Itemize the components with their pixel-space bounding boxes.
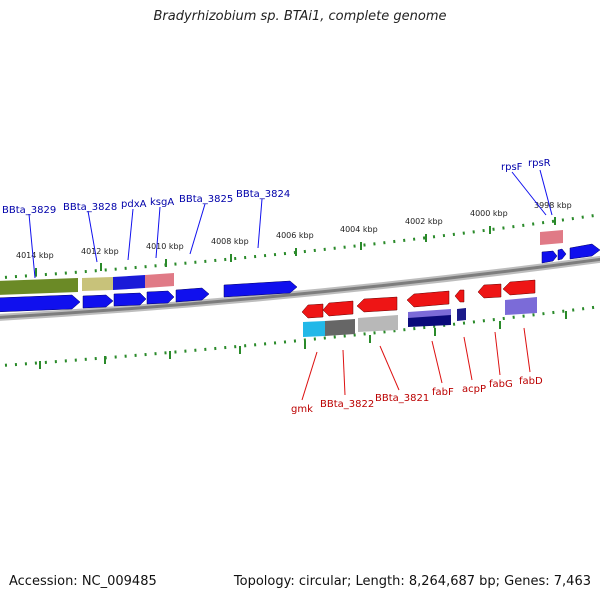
scale-label-3998: 3998 kbp xyxy=(534,201,572,210)
gene-arrow-rpsr[interactable] xyxy=(557,248,567,261)
gene-arrow-pdxa[interactable] xyxy=(113,292,147,307)
gene-arrow-fabf[interactable] xyxy=(406,290,450,308)
forward-genes xyxy=(0,243,600,313)
gene-arrow-rpsf[interactable] xyxy=(541,250,558,264)
gene-arrow-bbta3829[interactable] xyxy=(0,294,81,313)
scale-label-4000: 4000 kbp xyxy=(470,209,508,218)
gene-label-bbta3822[interactable]: BBta_3822 xyxy=(320,399,374,410)
forward-leader-lines xyxy=(28,169,553,279)
gene-label-rpsr[interactable]: rpsR xyxy=(528,158,551,169)
scale-label-4010: 4010 kbp xyxy=(146,242,184,251)
map-title: Bradyrhizobium sp. BTAi1, complete genom… xyxy=(153,9,447,24)
genome-backbone-core xyxy=(0,257,600,319)
accession-text: Accession: NC_009485 xyxy=(9,574,157,589)
gene-arrow-next[interactable] xyxy=(569,243,600,260)
gene-label-bbta3824[interactable]: BBta_3824 xyxy=(236,189,290,200)
gene-label-bbta3825[interactable]: BBta_3825 xyxy=(179,194,233,205)
inner-major-ticks xyxy=(39,311,567,369)
scale-label-4002: 4002 kbp xyxy=(405,217,443,226)
gene-arrow-bbta3825[interactable] xyxy=(175,287,210,303)
gene-label-bbta3829[interactable]: BBta_3829 xyxy=(2,205,56,216)
gene-arrow-ksga[interactable] xyxy=(146,290,175,305)
gene-arrow-bbta3824[interactable] xyxy=(223,280,298,298)
gene-label-ksga[interactable]: ksgA xyxy=(150,197,174,208)
gene-label-rpsf[interactable]: rpsF xyxy=(501,162,523,173)
gene-label-fabd[interactable]: fabD xyxy=(519,376,543,387)
scale-label-4008: 4008 kbp xyxy=(211,237,249,246)
gene-arrow-bbta3828[interactable] xyxy=(82,294,114,309)
scale-label-4014: 4014 kbp xyxy=(16,251,54,260)
gene-arrow-acpp[interactable] xyxy=(454,289,465,303)
genome-summary-text: Topology: circular; Length: 8,264,687 bp… xyxy=(233,574,591,589)
gene-label-acpp[interactable]: acpP xyxy=(462,384,486,395)
gene-label-fabg[interactable]: fabG xyxy=(489,379,513,390)
gene-arrow-bbta3821[interactable] xyxy=(356,296,398,313)
scale-label-4012: 4012 kbp xyxy=(81,247,119,256)
forward-cog-track xyxy=(0,230,563,295)
gene-label-bbta3821[interactable]: BBta_3821 xyxy=(375,393,429,404)
reverse-leader-lines xyxy=(301,327,531,401)
gene-label-gmk[interactable]: gmk xyxy=(291,404,313,415)
gene-arrow-fabd[interactable] xyxy=(502,279,536,296)
gene-arrow-gmk[interactable] xyxy=(301,303,324,319)
gene-label-fabf[interactable]: fabF xyxy=(432,387,454,398)
gene-arrow-fabg[interactable] xyxy=(477,283,502,299)
gene-label-pdxa[interactable]: pdxA xyxy=(121,199,147,210)
outer-major-ticks xyxy=(35,217,556,276)
reverse-genes xyxy=(301,279,536,319)
gene-arrow-bbta3822[interactable] xyxy=(322,300,354,317)
scale-label-4004: 4004 kbp xyxy=(340,225,378,234)
reverse-cog-track xyxy=(303,297,537,337)
gene-label-bbta3828[interactable]: BBta_3828 xyxy=(63,202,117,213)
scale-label-4006: 4006 kbp xyxy=(276,231,314,240)
